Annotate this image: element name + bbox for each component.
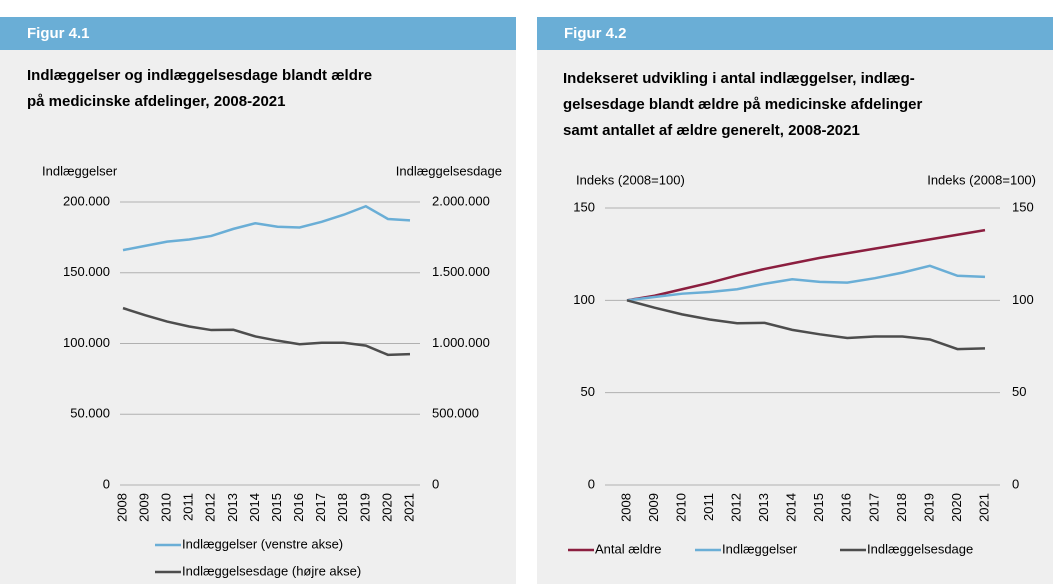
tick-label: 50: [581, 384, 595, 399]
y-axis-label: Indlæggelser: [42, 163, 118, 178]
x-tick-label: 2018: [335, 493, 350, 522]
tick-label: 100.000: [63, 335, 110, 350]
tick-label: 150.000: [63, 264, 110, 279]
legend-label: Antal ældre: [595, 541, 661, 556]
x-tick-label: 2014: [784, 493, 799, 522]
data-line: [626, 299, 986, 351]
tick-label: 50.000: [70, 406, 110, 421]
x-tick-label: 2016: [839, 493, 854, 522]
tick-label: 500.000: [432, 406, 479, 421]
tick-label: 150: [1012, 199, 1034, 214]
tick-label: 1.500.000: [432, 264, 490, 279]
tick-label: 50: [1012, 384, 1026, 399]
x-tick-label: 2019: [921, 493, 936, 522]
chart-title: gelsesdage blandt ældre på medicinske af…: [563, 96, 922, 113]
data-line: [122, 204, 411, 252]
tick-label: 0: [432, 476, 439, 491]
y2-axis-label: Indlæggelsesdage: [396, 163, 502, 178]
x-tick-label: 2013: [225, 493, 240, 522]
figure-label: Figur 4.1: [27, 25, 90, 42]
tick-label: 0: [103, 476, 110, 491]
x-tick-label: 2016: [291, 493, 306, 522]
data-line: [122, 306, 411, 357]
panel: [0, 17, 516, 584]
chart-title: samt antallet af ældre generelt, 2008-20…: [563, 122, 860, 139]
x-tick-label: 2012: [203, 493, 218, 522]
x-tick-label: 2021: [976, 493, 991, 522]
x-tick-label: 2021: [401, 493, 416, 522]
x-tick-label: 2020: [379, 493, 394, 522]
x-tick-label: 2010: [674, 493, 689, 522]
data-line: [626, 264, 986, 302]
x-tick-label: 2011: [181, 493, 196, 521]
tick-label: 150: [573, 199, 595, 214]
x-tick-label: 2009: [137, 493, 152, 522]
legend-label: Indlæggelsesdage (højre akse): [182, 563, 361, 578]
tick-label: 0: [588, 476, 595, 491]
tick-label: 0: [1012, 476, 1019, 491]
x-tick-label: 2019: [357, 493, 372, 522]
x-tick-label: 2008: [114, 493, 129, 522]
tick-label: 1.000.000: [432, 335, 490, 350]
chart-title: Indekseret udvikling i antal indlæggelse…: [563, 70, 915, 87]
x-tick-label: 2015: [269, 493, 284, 522]
x-tick-label: 2009: [646, 493, 661, 522]
x-tick-label: 2020: [949, 493, 964, 522]
x-tick-label: 2013: [756, 493, 771, 522]
chart-title: Indlæggelser og indlæggelsesdage blandt …: [27, 67, 372, 84]
legend-label: Indlæggelsesdage: [867, 541, 973, 556]
panel-header: [0, 17, 516, 50]
legend-label: Indlæggelser: [722, 541, 798, 556]
x-tick-label: 2017: [866, 493, 881, 522]
data-line: [626, 228, 986, 302]
y-axis-label: Indeks (2008=100): [576, 172, 685, 187]
x-tick-label: 2010: [159, 493, 174, 522]
x-tick-label: 2018: [894, 493, 909, 522]
chart-title: på medicinske afdelinger, 2008-2021: [27, 93, 285, 110]
x-tick-label: 2008: [618, 493, 633, 522]
x-tick-label: 2014: [247, 493, 262, 522]
tick-label: 100: [1012, 292, 1034, 307]
x-tick-label: 2015: [811, 493, 826, 522]
y2-axis-label: Indeks (2008=100): [927, 172, 1036, 187]
tick-label: 2.000.000: [432, 193, 490, 208]
x-tick-label: 2017: [313, 493, 328, 522]
legend-label: Indlæggelser (venstre akse): [182, 536, 343, 551]
tick-label: 100: [573, 292, 595, 307]
panel-header: [537, 17, 1053, 50]
x-tick-label: 2012: [729, 493, 744, 522]
figure-label: Figur 4.2: [564, 25, 627, 42]
x-tick-label: 2011: [701, 493, 716, 521]
tick-label: 200.000: [63, 193, 110, 208]
